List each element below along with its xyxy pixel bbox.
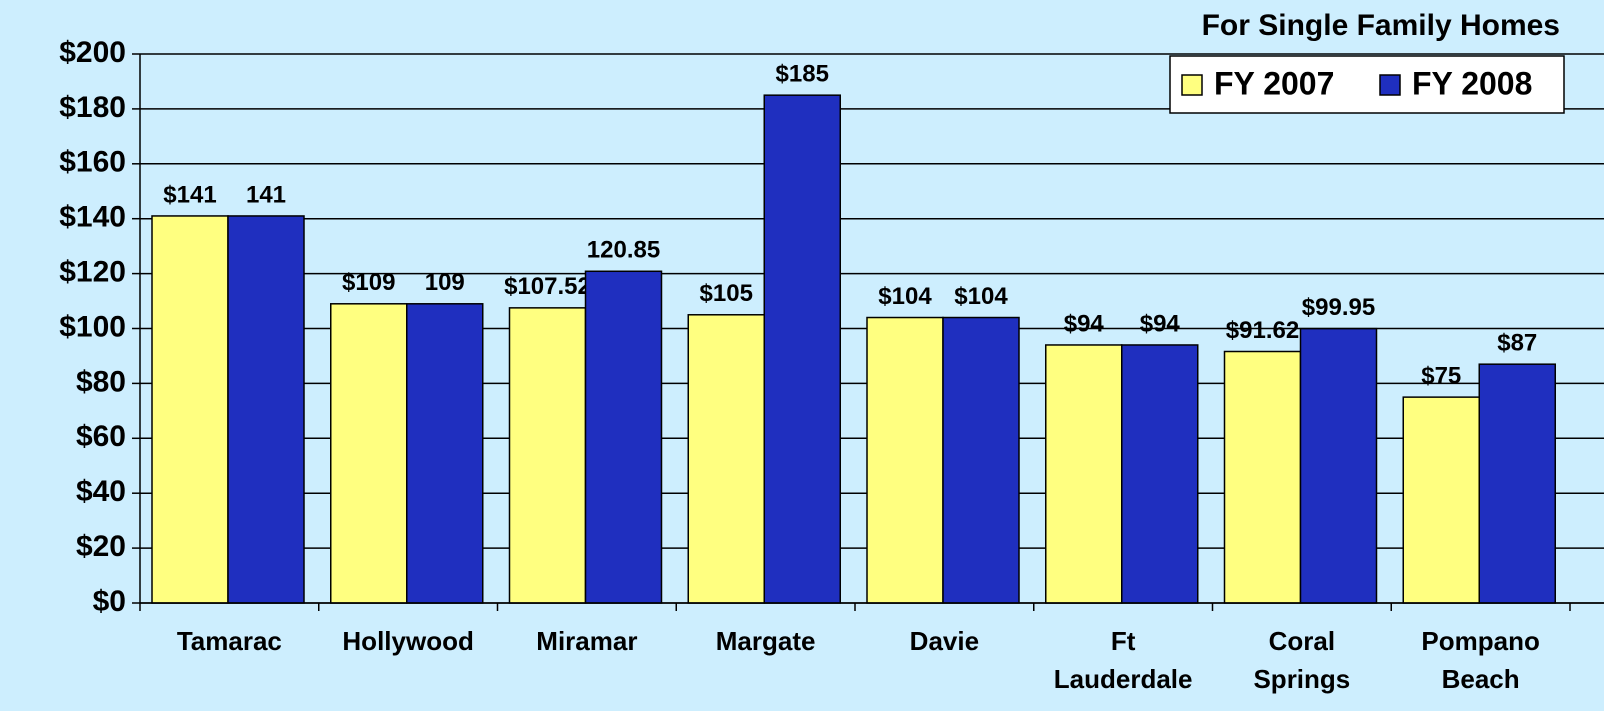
bar	[584, 270, 663, 604]
x-tick-label-line: Beach	[1442, 664, 1520, 694]
bar	[1121, 344, 1199, 604]
data-label: 141	[246, 181, 286, 208]
x-tick-label-line: Springs	[1253, 664, 1350, 694]
data-label: $91.62	[1226, 317, 1299, 344]
bar	[687, 314, 765, 604]
y-tick-label: $0	[93, 585, 126, 618]
x-tick-label-line: Ft	[1111, 626, 1136, 656]
bar	[1478, 363, 1556, 604]
y-tick-label: $20	[76, 530, 126, 563]
data-label: $104	[878, 283, 932, 310]
y-tick-label: $120	[59, 256, 126, 289]
bar	[1223, 350, 1302, 604]
y-tick-label: $80	[76, 365, 126, 398]
bar	[942, 316, 1020, 604]
x-tick-label: Hollywood	[342, 626, 473, 656]
data-label: 120.85	[587, 237, 660, 264]
data-label: $75	[1421, 362, 1461, 389]
x-tick-label: Margate	[716, 626, 816, 656]
y-tick-label: $200	[59, 36, 126, 69]
y-tick-label: $100	[59, 310, 126, 343]
data-label: $141	[163, 181, 216, 208]
bar	[866, 316, 944, 604]
y-tick-label: $40	[76, 475, 126, 508]
x-tick-label-line: Coral	[1269, 626, 1335, 656]
data-label: $87	[1497, 330, 1537, 357]
chart-title: For Single Family Homes	[1202, 9, 1560, 42]
data-label: $105	[700, 280, 753, 307]
x-tick-label: Coral Springs	[1253, 626, 1350, 694]
legend-swatch	[1379, 74, 1401, 96]
y-tick-label: $60	[76, 420, 126, 453]
bar	[508, 307, 587, 604]
bar	[330, 303, 408, 604]
y-tick-label: $180	[59, 91, 126, 124]
y-tick-label: $160	[59, 146, 126, 179]
x-tick-label: Ft Lauderdale	[1054, 626, 1193, 694]
data-label: 109	[425, 269, 465, 296]
bar	[151, 215, 229, 604]
bar	[1045, 344, 1123, 604]
x-tick-label: Tamarac	[177, 626, 282, 656]
data-label: $94	[1064, 310, 1105, 337]
x-tick-label: Davie	[910, 626, 979, 656]
data-label: $185	[776, 61, 829, 88]
legend-label: FY 2008	[1412, 65, 1532, 101]
legend-box	[1169, 55, 1565, 114]
x-tick-label-line: Lauderdale	[1054, 664, 1193, 694]
data-label: $94	[1140, 310, 1181, 337]
data-label: $109	[342, 269, 395, 296]
data-label: $104	[954, 283, 1008, 310]
x-tick-label: Miramar	[536, 626, 637, 656]
bar	[406, 303, 484, 604]
bar	[227, 215, 305, 604]
bar	[1402, 396, 1480, 604]
data-label: $107.52	[504, 273, 591, 300]
bar	[763, 94, 841, 604]
legend-label: FY 2007	[1214, 65, 1334, 101]
bar	[1299, 327, 1378, 604]
x-tick-label: Pompano Beach	[1421, 626, 1539, 694]
data-label: $99.95	[1302, 294, 1375, 321]
legend-swatch	[1181, 74, 1203, 96]
y-tick-label: $140	[59, 201, 126, 234]
x-tick-label-line: Pompano	[1421, 626, 1539, 656]
